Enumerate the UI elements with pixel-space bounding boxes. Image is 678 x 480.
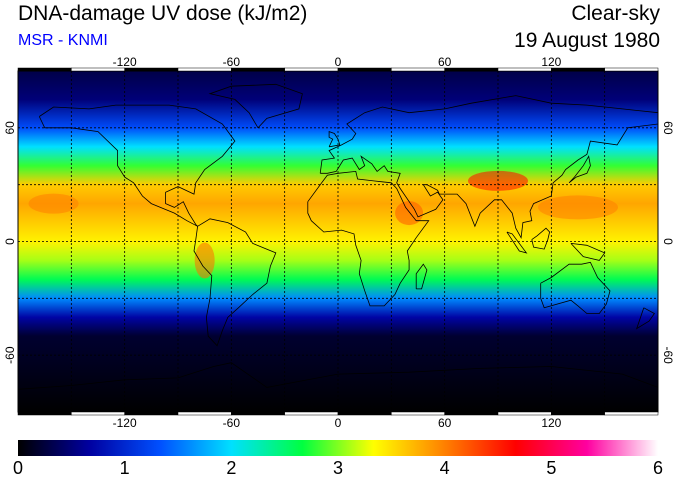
frame-tick <box>391 411 445 416</box>
colorbar-label: 5 <box>546 458 557 478</box>
coastline-new-guinea <box>570 243 606 261</box>
lat-tick-label: -60 <box>661 346 675 364</box>
uv-hotspot <box>395 201 424 226</box>
lon-tick-label: 0 <box>335 55 342 69</box>
uv-hotspot <box>194 242 215 279</box>
lat-tick-label: -60 <box>3 346 17 364</box>
coastline-south-america <box>193 218 277 347</box>
frame-tick <box>231 411 285 416</box>
source-label: MSR - KNMI <box>18 32 108 49</box>
frame-tick <box>17 411 72 416</box>
coastline-sumatra <box>506 231 528 254</box>
lon-tick-label: 0 <box>335 416 342 430</box>
frame-tick <box>391 67 445 72</box>
lon-tick-label: -60 <box>223 55 241 69</box>
frame-tick <box>17 67 72 72</box>
lat-tick-label: 60 <box>3 121 17 135</box>
coastline-new-zealand <box>635 307 655 330</box>
lat-tick-label: 0 <box>661 238 675 245</box>
coastline-japan <box>568 155 591 184</box>
frame-tick <box>71 411 125 416</box>
frame-tick <box>337 411 392 416</box>
coastline-north-america <box>38 104 236 227</box>
map-title: DNA-damage UV dose (kJ/m2) <box>18 2 308 25</box>
sky-condition: Clear-sky <box>571 2 660 25</box>
lon-tick-label: -60 <box>223 416 241 430</box>
frame-tick <box>604 67 659 72</box>
coastline-eurasia <box>319 95 658 239</box>
frame-tick <box>551 411 605 416</box>
colorbar-label: 6 <box>652 458 664 478</box>
lat-tick-label: 60 <box>661 121 675 135</box>
coastline-greenland <box>208 83 303 129</box>
lon-tick-label: 60 <box>438 55 452 69</box>
frame-tick <box>337 67 392 72</box>
map-date: 19 August 1980 <box>514 29 660 52</box>
frame-tick <box>604 411 659 416</box>
lat-tick-label: 0 <box>3 238 17 245</box>
coastline-australia <box>540 261 611 314</box>
lon-tick-label: 120 <box>541 55 561 69</box>
frame-tick <box>284 411 339 416</box>
lon-tick-label: -120 <box>113 55 137 69</box>
uv-hotspot <box>538 195 618 220</box>
lon-tick-label: 60 <box>438 416 452 430</box>
colorbar-label: 4 <box>439 458 450 478</box>
coastline-madagascar <box>415 263 428 290</box>
frame-tick <box>284 67 339 72</box>
colorbar-label: 0 <box>12 458 24 478</box>
frame-tick <box>497 411 552 416</box>
lon-tick-label: -120 <box>113 416 137 430</box>
colorbar-label: 3 <box>332 458 344 478</box>
uv-hotspot <box>28 193 79 214</box>
frame-tick <box>177 411 232 416</box>
frame-tick <box>444 411 499 416</box>
lon-tick-label: 120 <box>541 416 561 430</box>
coastline-africa <box>307 170 430 307</box>
coastline-borneo <box>531 227 551 250</box>
colorbar <box>18 440 658 456</box>
coastline-uk <box>328 131 341 148</box>
frame-tick <box>124 411 179 416</box>
colorbar-label: 1 <box>119 458 130 478</box>
frame-tick <box>444 67 499 72</box>
colorbar-label: 2 <box>226 458 237 478</box>
